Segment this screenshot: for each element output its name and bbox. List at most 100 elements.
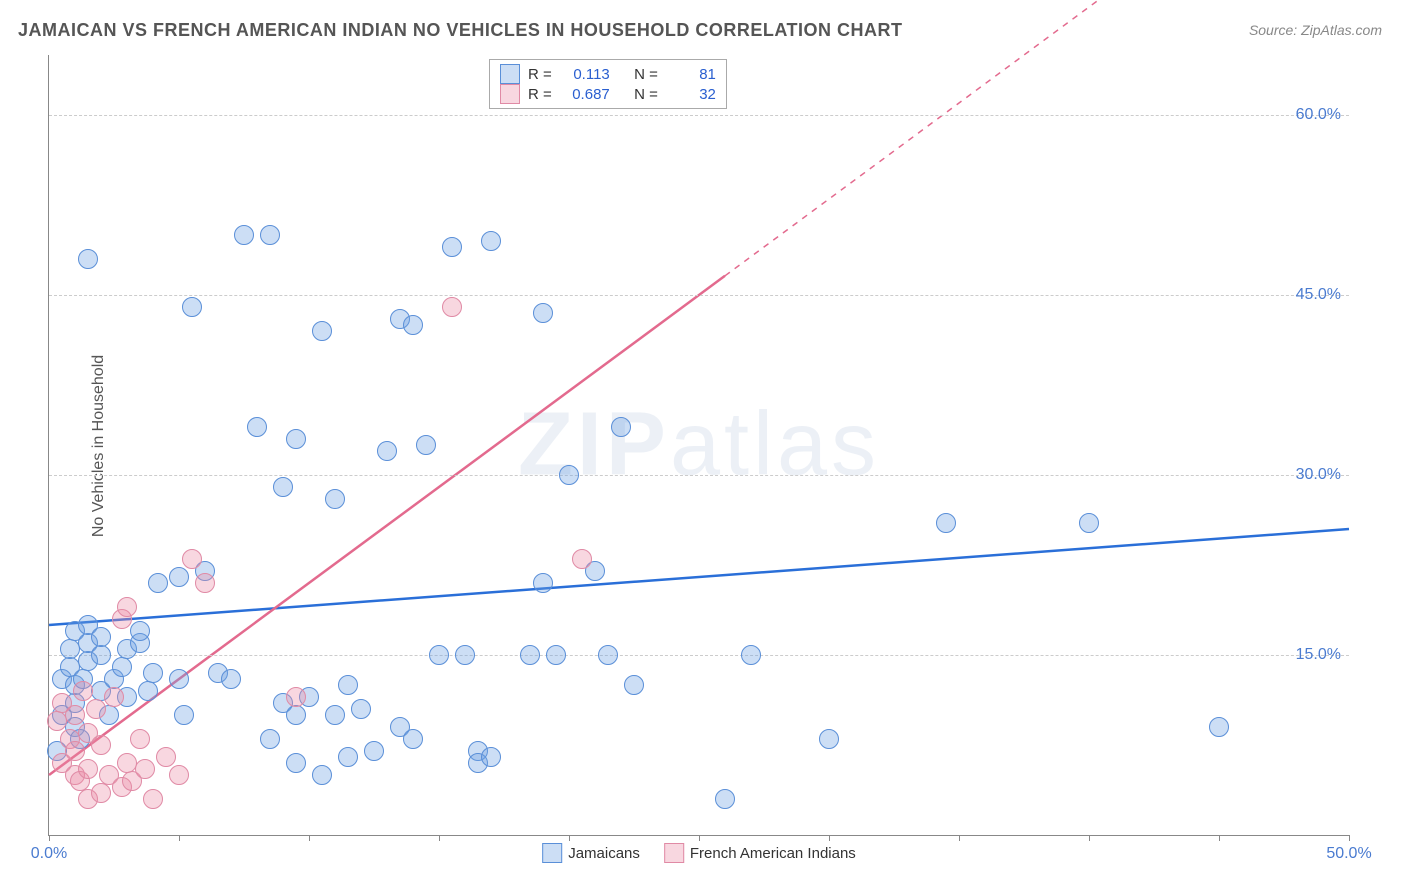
x-tick bbox=[959, 835, 960, 841]
stat-n-label: N = bbox=[634, 86, 658, 103]
data-point bbox=[260, 729, 280, 749]
data-point bbox=[138, 681, 158, 701]
data-point bbox=[65, 741, 85, 761]
data-point bbox=[1079, 513, 1099, 533]
data-point bbox=[286, 429, 306, 449]
data-point bbox=[195, 573, 215, 593]
data-point bbox=[91, 783, 111, 803]
legend-stats-box: R = 0.113 N = 81R = 0.687 N = 32 bbox=[489, 59, 727, 109]
data-point bbox=[338, 747, 358, 767]
data-point bbox=[351, 699, 371, 719]
stat-r-label: R = bbox=[528, 66, 552, 83]
data-point bbox=[377, 441, 397, 461]
source-attribution: Source: ZipAtlas.com bbox=[1249, 22, 1382, 38]
swatch-french-american-indians bbox=[664, 843, 684, 863]
x-tick bbox=[1089, 835, 1090, 841]
legend-stats-row: R = 0.687 N = 32 bbox=[500, 84, 716, 104]
data-point bbox=[169, 567, 189, 587]
legend-series: Jamaicans French American Indians bbox=[542, 843, 856, 863]
data-point bbox=[260, 225, 280, 245]
source-label: Source: bbox=[1249, 22, 1301, 38]
data-point bbox=[78, 759, 98, 779]
data-point bbox=[611, 417, 631, 437]
data-point bbox=[91, 645, 111, 665]
data-point bbox=[182, 549, 202, 569]
source-name: ZipAtlas.com bbox=[1301, 22, 1382, 38]
x-tick bbox=[699, 835, 700, 841]
gridline-horizontal bbox=[49, 655, 1349, 656]
x-tick bbox=[829, 835, 830, 841]
legend-label-jamaicans: Jamaicans bbox=[568, 845, 640, 862]
stat-n-value: 81 bbox=[666, 66, 716, 83]
data-point bbox=[364, 741, 384, 761]
data-point bbox=[442, 237, 462, 257]
trend-lines-layer bbox=[49, 55, 1349, 835]
legend-swatch bbox=[500, 64, 520, 84]
data-point bbox=[156, 747, 176, 767]
data-point bbox=[559, 465, 579, 485]
gridline-horizontal bbox=[49, 115, 1349, 116]
data-point bbox=[273, 477, 293, 497]
legend-item-jamaicans: Jamaicans bbox=[542, 843, 640, 863]
data-point bbox=[221, 669, 241, 689]
data-point bbox=[286, 753, 306, 773]
data-point bbox=[481, 747, 501, 767]
x-tick bbox=[179, 835, 180, 841]
data-point bbox=[247, 417, 267, 437]
data-point bbox=[130, 729, 150, 749]
swatch-jamaicans bbox=[542, 843, 562, 863]
data-point bbox=[117, 753, 137, 773]
x-tick bbox=[1349, 835, 1350, 841]
data-point bbox=[112, 657, 132, 677]
data-point bbox=[234, 225, 254, 245]
trend-line bbox=[49, 529, 1349, 625]
data-point bbox=[73, 681, 93, 701]
x-tick-label: 0.0% bbox=[31, 845, 67, 863]
data-point bbox=[65, 705, 85, 725]
data-point bbox=[91, 735, 111, 755]
data-point bbox=[338, 675, 358, 695]
x-tick bbox=[1219, 835, 1220, 841]
legend-stats-row: R =0.113 N =81 bbox=[500, 64, 716, 84]
data-point bbox=[143, 789, 163, 809]
data-point bbox=[143, 663, 163, 683]
data-point bbox=[598, 645, 618, 665]
data-point bbox=[403, 729, 423, 749]
y-tick-label: 45.0% bbox=[1296, 286, 1341, 304]
data-point bbox=[86, 699, 106, 719]
data-point bbox=[174, 705, 194, 725]
data-point bbox=[455, 645, 475, 665]
data-point bbox=[117, 597, 137, 617]
data-point bbox=[312, 321, 332, 341]
legend-swatch bbox=[500, 84, 520, 104]
data-point bbox=[135, 759, 155, 779]
data-point bbox=[416, 435, 436, 455]
x-tick bbox=[569, 835, 570, 841]
data-point bbox=[286, 687, 306, 707]
data-point bbox=[312, 765, 332, 785]
watermark-bold: ZIP bbox=[518, 395, 670, 495]
data-point bbox=[819, 729, 839, 749]
data-point bbox=[741, 645, 761, 665]
x-tick-label: 50.0% bbox=[1326, 845, 1371, 863]
stat-r-value: 0.113 bbox=[560, 66, 610, 83]
y-tick-label: 30.0% bbox=[1296, 466, 1341, 484]
data-point bbox=[936, 513, 956, 533]
stat-r-label: R = bbox=[528, 86, 552, 103]
x-tick bbox=[439, 835, 440, 841]
gridline-horizontal bbox=[49, 475, 1349, 476]
x-tick bbox=[309, 835, 310, 841]
data-point bbox=[715, 789, 735, 809]
stat-n-value: 32 bbox=[666, 86, 716, 103]
data-point bbox=[78, 249, 98, 269]
data-point bbox=[47, 711, 67, 731]
data-point bbox=[325, 705, 345, 725]
gridline-horizontal bbox=[49, 295, 1349, 296]
legend-label-french-american-indians: French American Indians bbox=[690, 845, 856, 862]
chart-title: JAMAICAN VS FRENCH AMERICAN INDIAN NO VE… bbox=[18, 20, 903, 41]
data-point bbox=[60, 639, 80, 659]
data-point bbox=[130, 621, 150, 641]
y-tick-label: 60.0% bbox=[1296, 106, 1341, 124]
data-point bbox=[286, 705, 306, 725]
stat-r-value: 0.687 bbox=[560, 86, 610, 103]
